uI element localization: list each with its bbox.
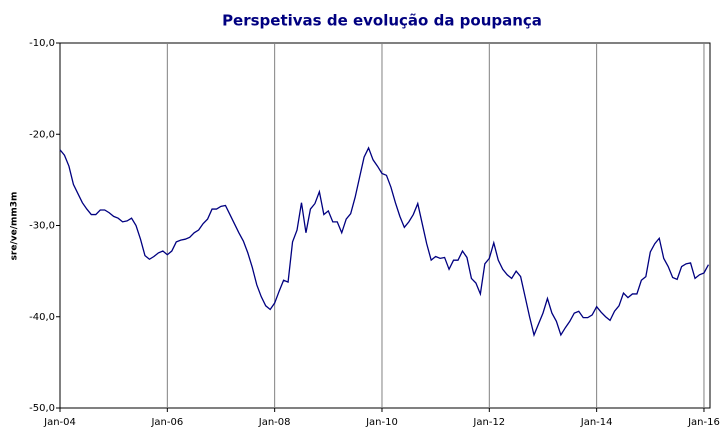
x-tick-label: Jan-06 xyxy=(150,417,183,428)
x-tick-label: Jan-14 xyxy=(580,417,613,428)
y-tick-label: -50,0 xyxy=(29,403,55,414)
x-tick-label: Jan-12 xyxy=(472,417,505,428)
x-tick-label: Jan-16 xyxy=(687,417,720,428)
chart-title: Perspetivas de evolução da poupança xyxy=(222,12,542,30)
data-line xyxy=(59,146,710,338)
y-tick-label: -30,0 xyxy=(29,221,55,232)
y-tick-label: -10,0 xyxy=(29,38,55,49)
y-tick-label: -40,0 xyxy=(29,312,55,323)
plot-frame xyxy=(59,42,711,409)
y-tick-label: -20,0 xyxy=(29,129,55,140)
y-axis-label: sre/ve/mm3m xyxy=(10,192,20,261)
x-tick-label: Jan-08 xyxy=(258,417,291,428)
x-tick-label: Jan-04 xyxy=(43,417,76,428)
x-tick-label: Jan-10 xyxy=(365,417,398,428)
